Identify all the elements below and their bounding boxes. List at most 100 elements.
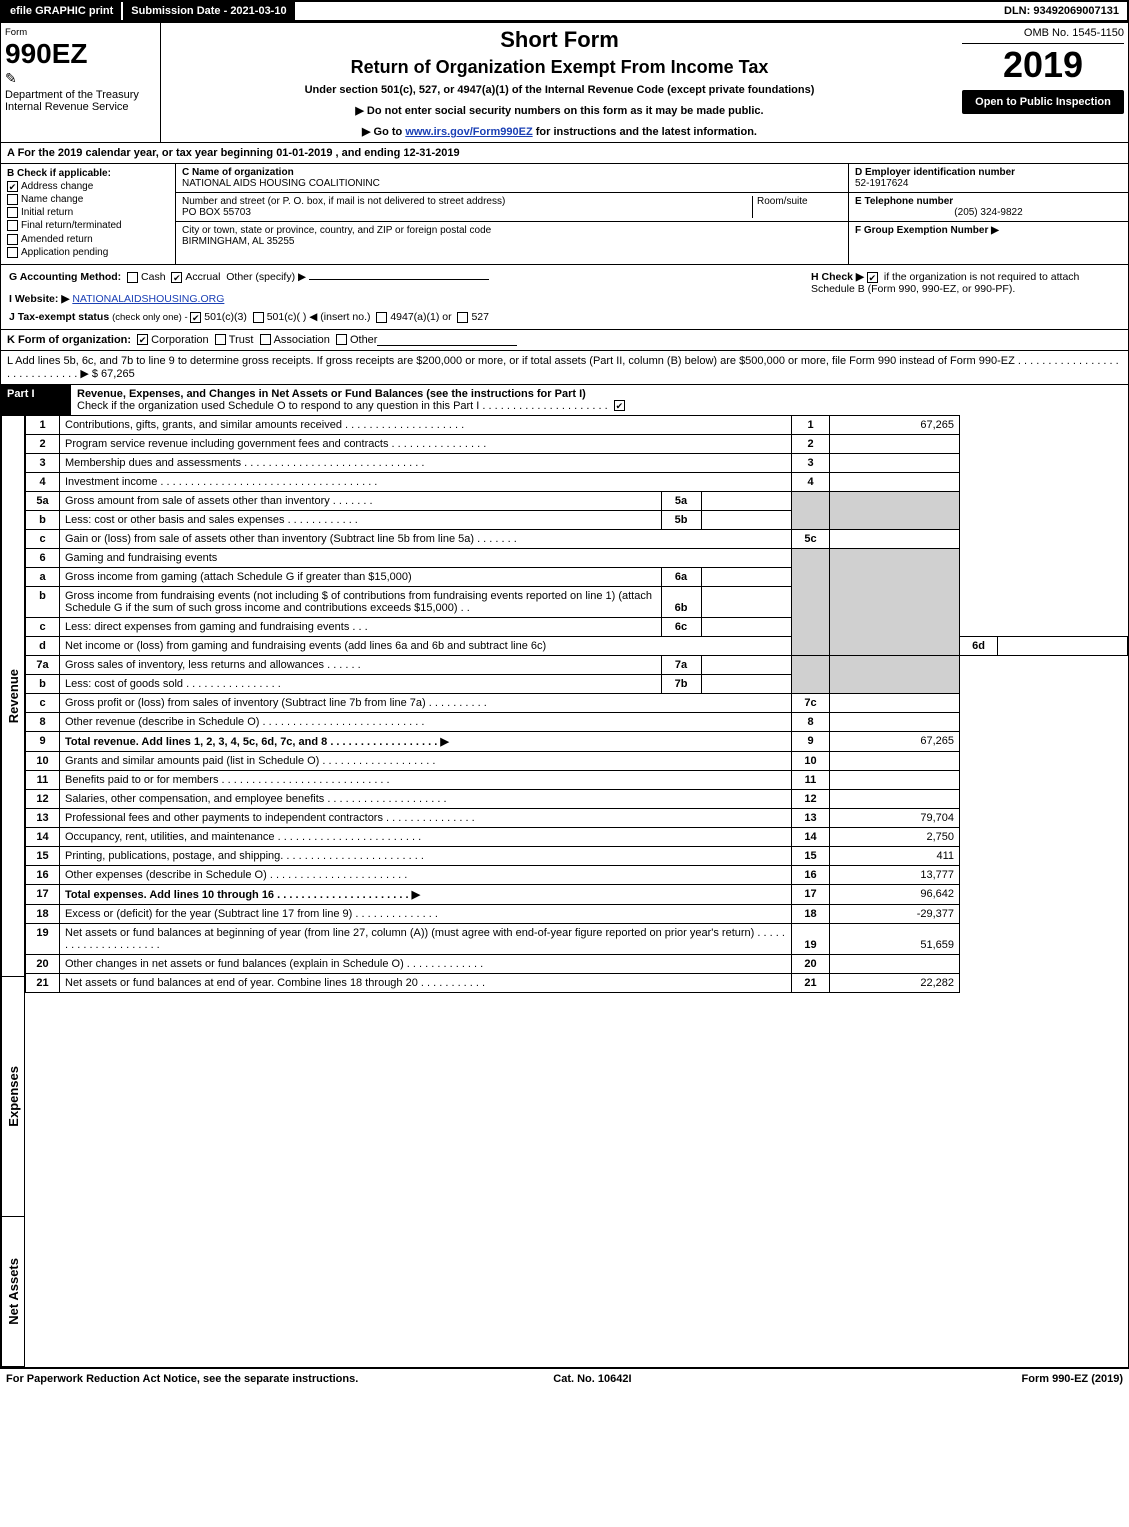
goto-line: ▶ Go to www.irs.gov/Form990EZ for instru… (169, 125, 950, 138)
calc-wrapper: Revenue Expenses Net Assets 1Contributio… (0, 415, 1129, 1368)
k-corp: Corporation (151, 334, 208, 346)
row-9: 9Total revenue. Add lines 1, 2, 3, 4, 5c… (26, 731, 1128, 751)
form-header: Form 990EZ ✎ Department of the Treasury … (0, 22, 1129, 143)
row-5b: b Less: cost or other basis and sales ex… (26, 510, 1128, 529)
cb-app-pending[interactable]: Application pending (7, 247, 169, 258)
j-label: J Tax-exempt status (9, 311, 109, 323)
row-21: 21Net assets or fund balances at end of … (26, 973, 1128, 992)
k-assoc: Association (274, 334, 330, 346)
d-ein: D Employer identification number 52-1917… (849, 164, 1128, 193)
footer-right: Form 990-EZ (2019) (1022, 1373, 1123, 1385)
org-name: NATIONAL AIDS HOUSING COALITIONINC (182, 178, 380, 189)
j-c: 4947(a)(1) or (390, 311, 451, 323)
g-accrual: Accrual (185, 271, 220, 283)
row-6: 6Gaming and fundraising events (26, 548, 1128, 567)
row-16: 16Other expenses (describe in Schedule O… (26, 865, 1128, 884)
vlabel-revenue: Revenue (6, 669, 21, 723)
row-6a: a Gross income from gaming (attach Sched… (26, 567, 1128, 586)
cb-cash[interactable] (127, 272, 138, 283)
header-left: Form 990EZ ✎ Department of the Treasury … (1, 23, 161, 142)
row-5c: cGain or (loss) from sale of assets othe… (26, 529, 1128, 548)
section-k: K Form of organization: Corporation Trus… (0, 330, 1129, 351)
section-def: D Employer identification number 52-1917… (848, 164, 1128, 264)
cb-initial-return[interactable]: Initial return (7, 207, 169, 218)
row-17: 17Total expenses. Add lines 10 through 1… (26, 884, 1128, 904)
dept-treasury: Department of the Treasury (5, 89, 156, 101)
cb-h[interactable] (867, 272, 878, 283)
section-h: H Check ▶ if the organization is not req… (803, 265, 1128, 329)
row-13: 13Professional fees and other payments t… (26, 808, 1128, 827)
gh-row: G Accounting Method: Cash Accrual Other … (0, 265, 1129, 330)
tel-label: E Telephone number (855, 196, 953, 207)
row-15: 15Printing, publications, postage, and s… (26, 846, 1128, 865)
part1-heading: Revenue, Expenses, and Changes in Net As… (77, 388, 586, 400)
j-a: 501(c)(3) (204, 311, 247, 323)
part1-label: Part I (1, 385, 71, 415)
goto-prefix: ▶ Go to (362, 126, 405, 138)
row-7c: cGross profit or (loss) from sales of in… (26, 693, 1128, 712)
efile-button[interactable]: efile GRAPHIC print (2, 2, 123, 20)
treasury-icon: ✎ (5, 70, 156, 87)
e-tel: E Telephone number (205) 324-9822 (849, 193, 1128, 222)
goto-link[interactable]: www.irs.gov/Form990EZ (405, 126, 532, 138)
cb-part1[interactable] (614, 400, 625, 411)
form-number: 990EZ (5, 38, 156, 70)
cb-assoc[interactable] (260, 334, 271, 345)
open-to-public: Open to Public Inspection (962, 90, 1124, 114)
row-14: 14Occupancy, rent, utilities, and mainte… (26, 827, 1128, 846)
dln: DLN: 93492069007131 (996, 2, 1127, 20)
part1-check: Check if the organization used Schedule … (77, 400, 608, 412)
cb-501c3[interactable] (190, 312, 201, 323)
under-section: Under section 501(c), 527, or 4947(a)(1)… (169, 84, 950, 96)
footer-mid: Cat. No. 10642I (553, 1373, 631, 1385)
part1-header-row: Part I Revenue, Expenses, and Changes in… (0, 385, 1129, 415)
row-12: 12Salaries, other compensation, and empl… (26, 789, 1128, 808)
c-street-cell: Number and street (or P. O. box, if mail… (176, 193, 848, 222)
cb-trust[interactable] (215, 334, 226, 345)
omb-number: OMB No. 1545-1150 (962, 27, 1124, 44)
cb-other[interactable] (336, 334, 347, 345)
header-right: OMB No. 1545-1150 2019 Open to Public In… (958, 23, 1128, 142)
website-link[interactable]: NATIONALAIDSHOUSING.ORG (72, 293, 224, 305)
cb-name-change[interactable]: Name change (7, 194, 169, 205)
header-center: Short Form Return of Organization Exempt… (161, 23, 958, 142)
g-other-input[interactable] (309, 279, 489, 280)
cb-527[interactable] (457, 312, 468, 323)
footer-left: For Paperwork Reduction Act Notice, see … (6, 1373, 358, 1385)
vlabel-netassets: Net Assets (6, 1258, 21, 1325)
row-6c: c Less: direct expenses from gaming and … (26, 617, 1128, 636)
row-10: 10Grants and similar amounts paid (list … (26, 751, 1128, 770)
cb-address-change[interactable]: Address change (7, 181, 169, 192)
g-cash: Cash (141, 271, 166, 283)
tax-year: 2019 (962, 44, 1124, 86)
goto-suffix: for instructions and the latest informat… (533, 126, 757, 138)
row-6b: b Gross income from fundraising events (… (26, 586, 1128, 617)
info-box: B Check if applicable: Address change Na… (0, 164, 1129, 265)
grp-label: F Group Exemption Number ▶ (855, 225, 999, 236)
calc-table: 1Contributions, gifts, grants, and simil… (25, 415, 1128, 993)
section-a: A For the 2019 calendar year, or tax yea… (0, 143, 1129, 164)
row-2: 2Program service revenue including gover… (26, 434, 1128, 453)
c-name-cell: C Name of organization NATIONAL AIDS HOU… (176, 164, 848, 193)
row-3: 3Membership dues and assessments . . . .… (26, 453, 1128, 472)
cb-final-return[interactable]: Final return/terminated (7, 220, 169, 231)
cb-501c[interactable] (253, 312, 264, 323)
row-18: 18Excess or (deficit) for the year (Subt… (26, 904, 1128, 923)
row-19: 19Net assets or fund balances at beginni… (26, 923, 1128, 954)
do-not-enter: ▶ Do not enter social security numbers o… (169, 104, 950, 117)
cb-corp[interactable] (137, 334, 148, 345)
form-word: Form (5, 27, 156, 38)
row-6d: dNet income or (loss) from gaming and fu… (26, 636, 1128, 655)
cb-4947[interactable] (376, 312, 387, 323)
row-7b: b Less: cost of goods sold . . . . . . .… (26, 674, 1128, 693)
b-label: B Check if applicable: (7, 168, 169, 179)
cb-accrual[interactable] (171, 272, 182, 283)
j-d: 527 (471, 311, 489, 323)
ein-val: 52-1917624 (855, 178, 908, 189)
f-group: F Group Exemption Number ▶ (849, 222, 1128, 239)
top-bar: efile GRAPHIC print Submission Date - 20… (0, 0, 1129, 22)
cb-amended[interactable]: Amended return (7, 234, 169, 245)
city-label: City or town, state or province, country… (182, 225, 491, 236)
k-trust: Trust (229, 334, 254, 346)
k-other-input[interactable] (377, 334, 517, 346)
